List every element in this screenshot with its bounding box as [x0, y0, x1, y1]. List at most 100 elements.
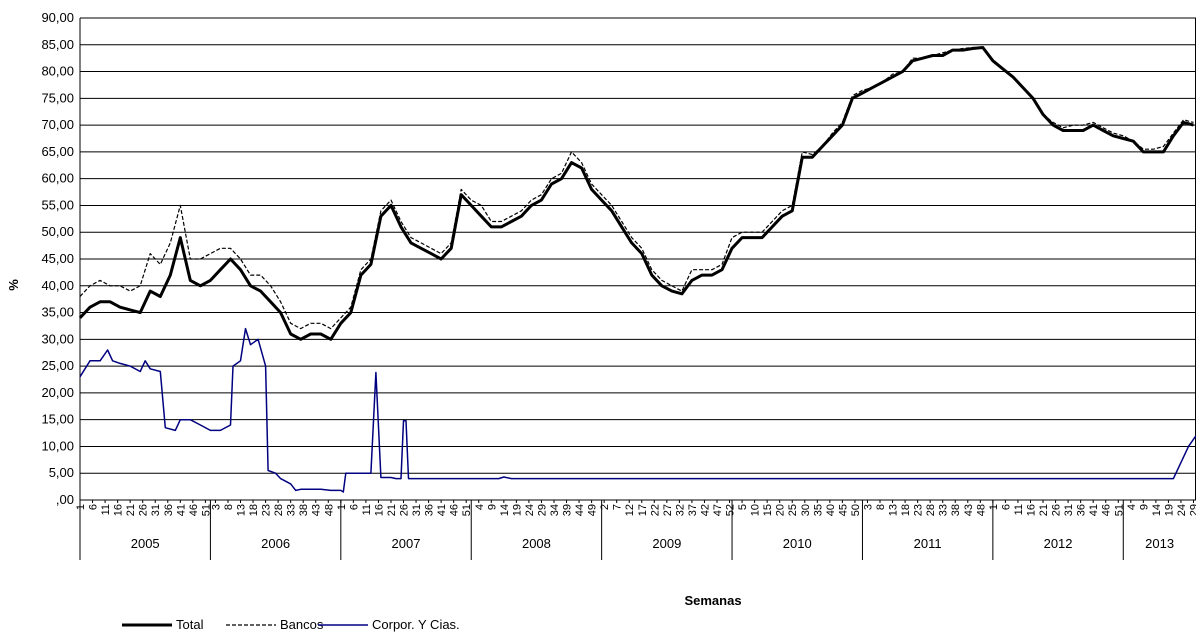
year-label: 2010 — [783, 536, 812, 551]
x-tick-label: 22 — [649, 504, 661, 516]
x-axis-title: Semanas — [684, 593, 741, 608]
x-tick-label: 50 — [850, 504, 862, 516]
x-tick-label: 41 — [436, 504, 448, 516]
x-tick-label: 27 — [662, 504, 674, 516]
y-tick-label: 85,00 — [41, 37, 74, 52]
year-label: 2009 — [652, 536, 681, 551]
x-tick-label: 24 — [1176, 504, 1188, 516]
x-tick-label: 19 — [511, 504, 523, 516]
x-tick-label: 4 — [474, 504, 486, 510]
x-tick-label: 17 — [637, 504, 649, 516]
x-tick-label: 30 — [800, 504, 812, 516]
year-label: 2006 — [261, 536, 290, 551]
x-tick-label: 36 — [163, 504, 175, 516]
x-tick-label: 26 — [1051, 504, 1063, 516]
year-label: 2011 — [914, 536, 942, 551]
year-label: 2005 — [131, 536, 160, 551]
x-tick-label: 41 — [175, 504, 187, 516]
x-tick-label: 44 — [574, 504, 586, 516]
x-tick-label: 26 — [138, 504, 150, 516]
x-tick-label: 42 — [699, 504, 711, 516]
x-tick-label: 11 — [1013, 504, 1025, 515]
x-tick-label: 46 — [449, 504, 461, 516]
x-tick-label: 31 — [1063, 504, 1075, 516]
year-label: 2013 — [1145, 536, 1174, 551]
y-tick-label: 65,00 — [41, 144, 74, 159]
x-tick-label: 11 — [361, 504, 373, 515]
x-tick-label: 1 — [75, 504, 87, 510]
x-tick-label: 46 — [188, 504, 200, 516]
x-tick-label: 33 — [938, 504, 950, 516]
x-tick-label: 14 — [499, 504, 511, 516]
x-tick-label: 1 — [336, 504, 348, 510]
x-tick-label: 41 — [1088, 504, 1100, 516]
x-tick-label: 48 — [975, 504, 987, 516]
y-tick-label: 70,00 — [41, 117, 74, 132]
x-tick-label: 21 — [125, 504, 137, 516]
x-tick-label: 38 — [298, 504, 310, 516]
x-tick-label: 23 — [261, 504, 273, 516]
x-tick-label: 20 — [775, 504, 787, 516]
x-tick-label: 7 — [612, 504, 624, 510]
x-tick-label: 12 — [624, 504, 636, 516]
y-tick-label: 75,00 — [41, 90, 74, 105]
x-tick-label: 2 — [599, 504, 611, 510]
y-tick-label: 35,00 — [41, 305, 74, 320]
y-tick-label: 45,00 — [41, 251, 74, 266]
x-tick-label: 31 — [150, 504, 162, 516]
y-tick-label: 40,00 — [41, 278, 74, 293]
x-tick-label: 34 — [549, 504, 561, 516]
x-tick-label: 16 — [1025, 504, 1037, 516]
series-line — [79, 327, 1196, 493]
year-label: 2007 — [392, 536, 421, 551]
x-tick-label: 5 — [737, 504, 749, 510]
x-tick-label: 16 — [113, 504, 125, 516]
x-tick-label: 15 — [762, 504, 774, 516]
y-tick-label: 90,00 — [41, 10, 74, 25]
x-tick-label: 4 — [1126, 504, 1138, 510]
x-tick-label: 29 — [1188, 504, 1196, 516]
y-tick-label: 80,00 — [41, 64, 74, 79]
year-label: 2012 — [1044, 536, 1073, 551]
x-tick-label: 48 — [323, 504, 335, 516]
x-tick-label: 29 — [536, 504, 548, 516]
x-tick-label: 43 — [311, 504, 323, 516]
x-tick-label: 33 — [286, 504, 298, 516]
y-tick-label: ,00 — [56, 492, 74, 507]
x-tick-label: 14 — [1151, 504, 1163, 516]
series-line — [78, 46, 1194, 341]
x-tick-label: 23 — [913, 504, 925, 516]
x-tick-label: 51 — [461, 504, 473, 516]
x-tick-label: 11 — [100, 504, 112, 515]
x-tick-label: 49 — [587, 504, 599, 516]
y-tick-label: 60,00 — [41, 171, 74, 186]
x-tick-label: 3 — [210, 504, 222, 510]
x-tick-label: 45 — [837, 504, 849, 516]
y-tick-label: 10,00 — [41, 438, 74, 453]
x-tick-label: 40 — [825, 504, 837, 516]
year-label: 2008 — [522, 536, 551, 551]
x-tick-label: 25 — [787, 504, 799, 516]
x-tick-label: 36 — [424, 504, 436, 516]
y-tick-label: 5,00 — [49, 465, 74, 480]
x-tick-label: 6 — [348, 504, 360, 510]
x-tick-label: 16 — [373, 504, 385, 516]
x-tick-label: 32 — [674, 504, 686, 516]
x-tick-label: 43 — [963, 504, 975, 516]
x-tick-label: 28 — [273, 504, 285, 516]
x-tick-label: 21 — [1038, 504, 1050, 516]
series-line — [79, 46, 1194, 330]
x-tick-label: 13 — [888, 504, 900, 516]
x-tick-label: 18 — [248, 504, 260, 516]
x-tick-label: 31 — [411, 504, 423, 516]
x-tick-label: 28 — [925, 504, 937, 516]
x-tick-label: 38 — [950, 504, 962, 516]
x-tick-label: 9 — [486, 504, 498, 510]
y-tick-label: 30,00 — [41, 331, 74, 346]
x-tick-label: 46 — [1101, 504, 1113, 516]
x-tick-label: 24 — [524, 504, 536, 516]
x-tick-label: 6 — [88, 504, 100, 510]
x-tick-label: 35 — [812, 504, 824, 516]
